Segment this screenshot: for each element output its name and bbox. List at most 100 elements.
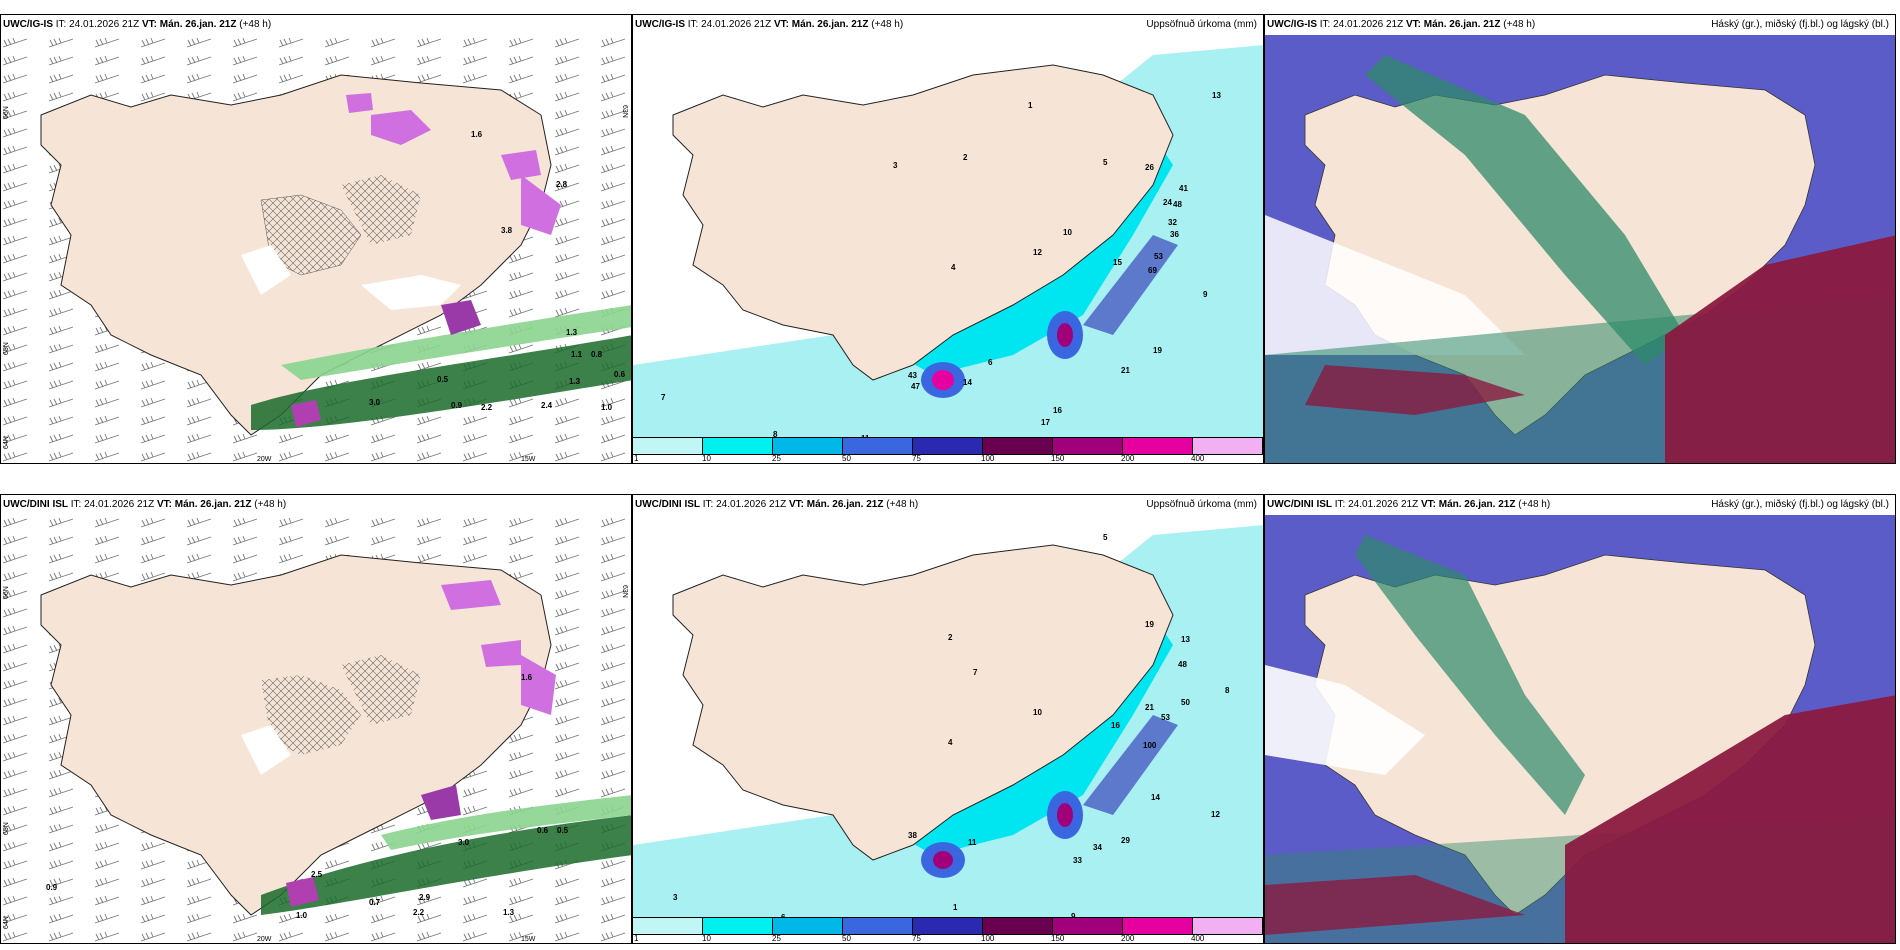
- precip-value: 47: [911, 382, 920, 391]
- wind-label: 0.5: [437, 375, 449, 384]
- lat-label: 63N: [621, 585, 628, 598]
- legend-label: 200: [1121, 454, 1135, 463]
- legend-label: 150: [1051, 934, 1065, 943]
- wind-label: 0.6: [614, 370, 626, 379]
- legend-label: 25: [772, 934, 781, 943]
- precip-value: 29: [1121, 836, 1130, 845]
- precip-map-bottom: 1 2 3 4 5 6 7 8 9 10 11 12 13 14 16 19 2…: [633, 515, 1263, 919]
- cloud-panel-bottom: UWC/DINI ISL IT: 24.01.2026 21Z VT: Mán.…: [1264, 494, 1896, 944]
- lon-label: 20W: [257, 456, 272, 463]
- lon-label: 15W: [521, 936, 536, 943]
- legend-label: 100: [981, 454, 995, 463]
- wind-map-top: 2.8 1.6 1.3 1.1 0.8 0.6 0.5 1.3 2.2 3.0 …: [1, 35, 631, 463]
- wind-label: 0.9: [451, 401, 463, 410]
- cloud-title: Háský (gr.), miðský (fj.bl.) og lágský (…: [1711, 499, 1889, 510]
- wind-label: 0.9: [46, 883, 58, 892]
- precip-value: 19: [1145, 620, 1154, 629]
- precip-value: 34: [1093, 843, 1102, 852]
- precip-value: 33: [1073, 856, 1082, 865]
- precip-value: 17: [1041, 418, 1050, 427]
- wind-label: 1.0: [601, 403, 613, 412]
- precip-value: 12: [1033, 248, 1042, 257]
- precip-value: 13: [1181, 635, 1190, 644]
- precip-value: 53: [1154, 252, 1163, 261]
- wind-label: 0.6: [537, 826, 549, 835]
- legend-swatch: [633, 918, 703, 934]
- legend-swatch: [1123, 918, 1193, 934]
- precip-values: 1 2 3 4 5 6 7 8 9 10 11 12 13 14 15 16 1…: [661, 91, 1221, 439]
- precip-value: 12: [1211, 810, 1220, 819]
- precip-value: 9: [1203, 290, 1208, 299]
- precip-value: 2: [948, 633, 953, 642]
- precip-value: 4: [948, 738, 953, 747]
- lat-label: 66N: [3, 586, 10, 599]
- legend-swatch: [913, 438, 983, 454]
- cloud-map-top: [1265, 35, 1895, 463]
- precip-value: 11: [861, 434, 870, 439]
- precip-value: 2: [963, 153, 968, 162]
- precip-value: 6: [781, 913, 786, 919]
- precip-value: 38: [908, 831, 917, 840]
- precip-value: 14: [1151, 793, 1160, 802]
- precip-values: 1 2 3 4 5 6 7 8 9 10 11 12 13 14 16 19 2…: [673, 533, 1230, 919]
- precip-value: 8: [773, 430, 778, 439]
- precip-value: 24: [1163, 198, 1172, 207]
- legend-label: 400: [1191, 454, 1205, 463]
- wind-speed-labels: 0.6 0.5 0.9 2.5 3.0 2.2 1.3 0.7 1.0 2.9 …: [46, 673, 569, 920]
- precip-value: 7: [661, 393, 666, 402]
- legend-colorbar: [633, 917, 1263, 935]
- legend-swatch: [1193, 438, 1263, 454]
- wind-panel-top-header: UWC/IG-IS IT: 24.01.2026 21Z VT: Mán. 26…: [1, 15, 631, 35]
- wind-speed-labels: 2.8 1.6 1.3 1.1 0.8 0.6 0.5 1.3 2.2 3.0 …: [369, 130, 626, 412]
- precip-map-top: 1 2 3 4 5 6 7 8 9 10 11 12 13 14 15 16 1…: [633, 35, 1263, 439]
- wind-map-bottom: 0.6 0.5 0.9 2.5 3.0 2.2 1.3 0.7 1.0 2.9 …: [1, 515, 631, 943]
- precip-value: 50: [1181, 698, 1190, 707]
- wind-label: 3.8: [501, 226, 513, 235]
- wind-label: 0.7: [369, 898, 381, 907]
- precip-panel-bottom-header: UWC/DINI ISL IT: 24.01.2026 21Z VT: Mán.…: [633, 495, 1263, 515]
- legend-swatch: [773, 438, 843, 454]
- precip-value: 3: [893, 161, 898, 170]
- precip-value: 14: [963, 378, 972, 387]
- wind-label: 2.4: [541, 401, 553, 410]
- legend-label: 75: [912, 934, 921, 943]
- precip-value: 3: [673, 893, 678, 902]
- precip-value: 9: [1071, 912, 1076, 919]
- precip-value: 21: [1121, 366, 1130, 375]
- precip-value: 32: [1168, 218, 1177, 227]
- lon-label: 15W: [521, 456, 536, 463]
- precip-value: 43: [908, 371, 917, 380]
- precip-value: 13: [1212, 91, 1221, 100]
- precip-panel-top: UWC/IG-IS IT: 24.01.2026 21Z VT: Mán. 26…: [632, 14, 1264, 464]
- wind-label: 3.0: [458, 838, 470, 847]
- legend-label: 75: [912, 454, 921, 463]
- cloud-panel-bottom-header: UWC/DINI ISL IT: 24.01.2026 21Z VT: Mán.…: [1265, 495, 1895, 515]
- lat-label: 64N: [3, 436, 10, 449]
- lat-label: 63N: [621, 105, 628, 118]
- legend-label: 200: [1121, 934, 1135, 943]
- cloud-map-bottom: [1265, 515, 1895, 943]
- legend-swatch: [1053, 438, 1123, 454]
- precip-value: 36: [1170, 230, 1179, 239]
- legend-label: 25: [772, 454, 781, 463]
- precip-title: Uppsöfnuð úrkoma (mm): [1146, 499, 1257, 510]
- wind-label: 2.2: [413, 908, 425, 917]
- precip-value: 1: [1028, 101, 1033, 110]
- precip-value: 48: [1178, 660, 1187, 669]
- precip-value: 16: [1053, 406, 1062, 415]
- legend-label: 400: [1191, 934, 1205, 943]
- legend-label: 10: [702, 454, 711, 463]
- precip-value: 53: [1161, 713, 1170, 722]
- legend-swatch: [1123, 438, 1193, 454]
- precip-value: 100: [1143, 741, 1157, 750]
- wind-label: 2.5: [311, 870, 323, 879]
- wind-label: 2.8: [556, 180, 568, 189]
- legend-label: 50: [842, 934, 851, 943]
- lat-label: 66N: [3, 106, 10, 119]
- legend-swatch: [703, 438, 773, 454]
- legend-label: 150: [1051, 454, 1065, 463]
- wind-label: 0.8: [591, 350, 603, 359]
- legend-label: 100: [981, 934, 995, 943]
- legend-swatch: [983, 918, 1053, 934]
- wind-label: 2.9: [419, 893, 431, 902]
